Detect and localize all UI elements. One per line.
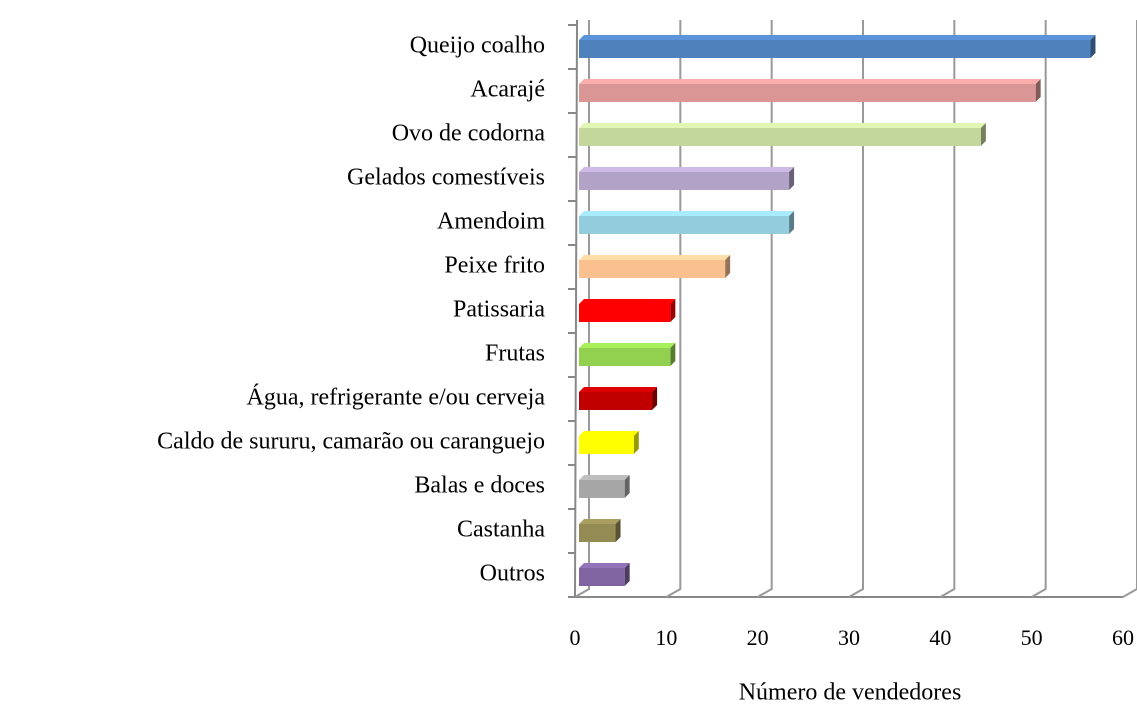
bar-top (579, 387, 658, 392)
grid-line (757, 20, 773, 598)
grid-line (1122, 20, 1137, 598)
bar-top (579, 563, 630, 568)
bar-end (670, 343, 676, 366)
y-axis (574, 19, 578, 598)
grid-line (574, 20, 590, 598)
bar-top (579, 123, 986, 128)
bar (579, 392, 653, 410)
y-tick-label: Acarajé (470, 77, 545, 103)
x-tick-label: 60 (1112, 625, 1134, 650)
bar (579, 568, 625, 586)
bar-top (579, 35, 1096, 40)
bar-top (579, 167, 795, 172)
bar (579, 128, 981, 146)
bar-top (579, 431, 639, 436)
y-tick-label: Balas e doces (414, 473, 545, 499)
y-tick-label: Gelados comestíveis (347, 165, 545, 191)
bar-end (1090, 35, 1096, 58)
y-tick-label: Outros (480, 561, 545, 587)
bar (579, 348, 671, 366)
y-tick-label: Queijo coalho (410, 33, 545, 59)
x-tick-label: 0 (570, 625, 581, 650)
y-tick-label: Castanha (457, 517, 545, 543)
bar-end (789, 167, 795, 190)
bar-end (1035, 79, 1041, 102)
bar-end (633, 431, 639, 454)
x-tick-label: 20 (747, 625, 769, 650)
bar-end (624, 475, 630, 498)
bar-top (579, 475, 630, 480)
bar-top (579, 299, 676, 304)
y-tick-label: Patissaria (453, 297, 545, 323)
bar (579, 260, 726, 278)
bar-top (579, 79, 1041, 84)
bar-end (670, 299, 676, 322)
x-tick-label: 40 (929, 625, 951, 650)
bar (579, 40, 1091, 58)
bar-top (579, 519, 621, 524)
y-tick-label: Peixe frito (444, 253, 545, 279)
y-tick-label: Ovo de codorna (392, 121, 546, 147)
bar-top (579, 343, 676, 348)
bar-top (579, 255, 731, 260)
y-tick-label: Caldo de sururu, camarão ou caranguejo (157, 429, 545, 455)
bar (579, 84, 1036, 102)
bar (579, 172, 790, 190)
y-tick-label: Água, refrigerante e/ou cerveja (247, 385, 546, 411)
grid-line (665, 20, 682, 598)
x-tick-label: 30 (838, 625, 860, 650)
bar-end (615, 519, 621, 542)
bar-end (624, 563, 630, 586)
y-tick-label: Frutas (485, 341, 545, 367)
bar (579, 436, 634, 454)
grid-line (939, 20, 956, 598)
bar-end (725, 255, 731, 278)
y-tick-label: Amendoim (437, 209, 545, 235)
bar (579, 524, 616, 542)
bar (579, 304, 671, 322)
grid-line (848, 20, 864, 598)
x-tick-label: 10 (655, 625, 677, 650)
x-axis-title: Número de vendedores (739, 680, 962, 706)
bar-end (652, 387, 658, 410)
x-tick-label: 50 (1021, 625, 1043, 650)
bar (579, 480, 625, 498)
bar-end (789, 211, 795, 234)
grid-line (1031, 20, 1047, 598)
bar (579, 216, 790, 234)
bar-top (579, 211, 795, 216)
bar-end (980, 123, 986, 146)
